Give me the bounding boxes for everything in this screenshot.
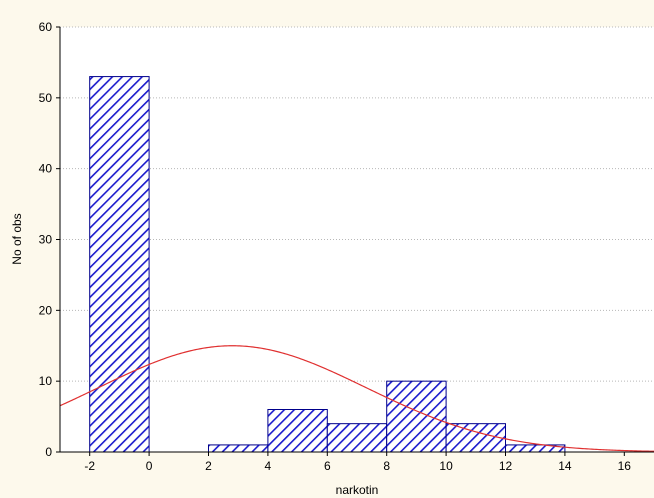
grid-lines bbox=[60, 26, 654, 382]
normal-fit-line bbox=[60, 345, 654, 452]
x-tick-label: 8 bbox=[383, 459, 390, 473]
y-tick-label: 50 bbox=[39, 91, 53, 105]
y-axis-label: No of obs bbox=[10, 213, 24, 264]
y-tick-label: 0 bbox=[45, 445, 52, 459]
y-tick-label: 10 bbox=[39, 374, 53, 388]
x-tick-labels: -2 0 2 4 6 8 10 12 14 16 bbox=[84, 459, 631, 473]
x-tick-label: 14 bbox=[558, 459, 572, 473]
histogram-bar bbox=[89, 76, 150, 453]
histogram-bars bbox=[89, 76, 566, 453]
x-tick-label: 10 bbox=[439, 459, 453, 473]
histogram-bar bbox=[208, 444, 269, 453]
histogram-bar bbox=[445, 423, 507, 453]
histogram-bar bbox=[386, 380, 447, 453]
axes bbox=[56, 26, 654, 456]
y-tick-labels: 0 10 20 30 40 50 60 bbox=[39, 20, 53, 459]
histogram-bar bbox=[267, 409, 328, 453]
y-tick-label: 20 bbox=[39, 303, 53, 317]
y-tick-label: 30 bbox=[39, 233, 53, 247]
histogram-bar bbox=[326, 423, 388, 453]
fit-curve bbox=[60, 345, 654, 452]
x-tick-label: 4 bbox=[265, 459, 272, 473]
x-tick-label: 12 bbox=[499, 459, 513, 473]
x-axis-label: narkotin bbox=[336, 483, 379, 497]
x-tick-label: 6 bbox=[324, 459, 331, 473]
x-tick-label: 2 bbox=[205, 459, 212, 473]
x-tick-label: -2 bbox=[84, 459, 95, 473]
y-tick-label: 40 bbox=[39, 162, 53, 176]
x-tick-label: 16 bbox=[618, 459, 632, 473]
x-tick-label: 0 bbox=[146, 459, 153, 473]
y-tick-label: 60 bbox=[39, 20, 53, 34]
